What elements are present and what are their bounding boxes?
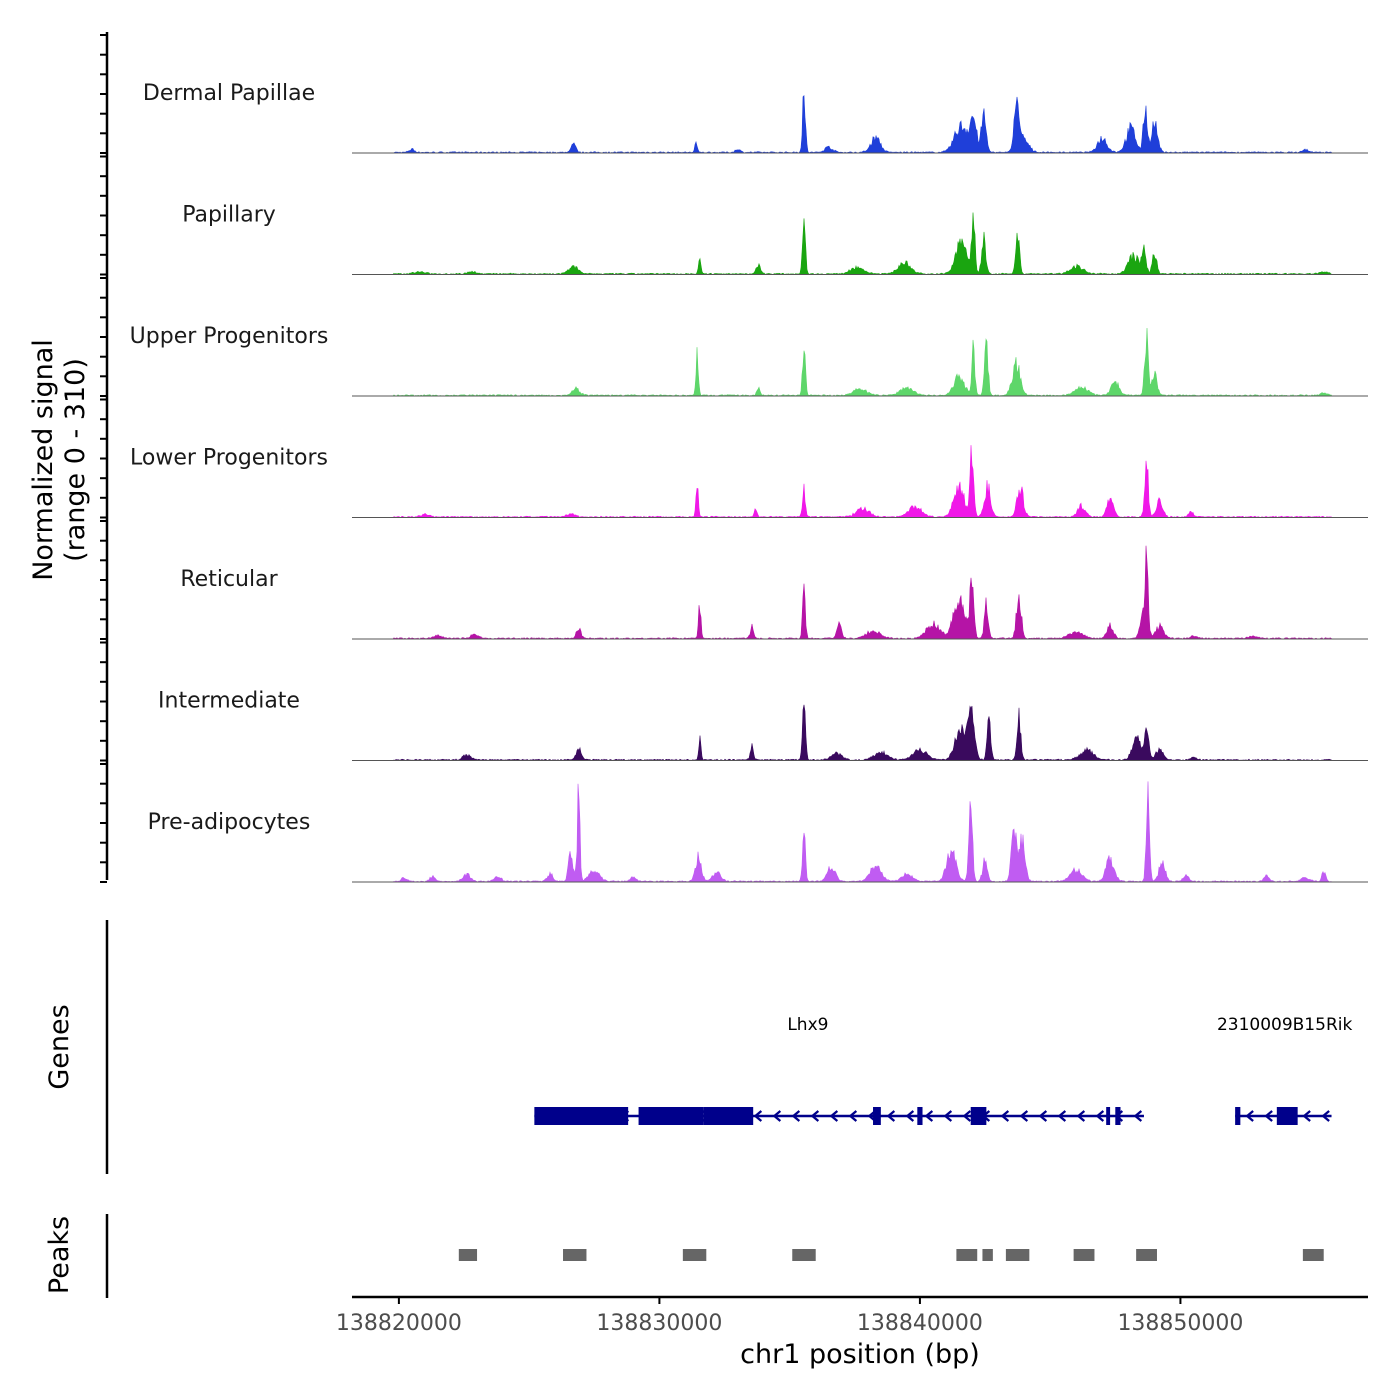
x-tick-label: 138840000: [857, 1311, 983, 1336]
peak-region: [792, 1249, 816, 1261]
gene-exon: [1106, 1107, 1111, 1125]
track-label: Upper Progenitors: [130, 324, 329, 349]
strand-arrow: [1133, 1110, 1143, 1122]
peak-region: [1005, 1249, 1030, 1261]
strand-arrow: [1038, 1110, 1048, 1122]
gene-exon: [917, 1107, 923, 1125]
gene-exon: [1235, 1107, 1241, 1125]
track-label: Dermal Papillae: [143, 81, 315, 106]
gene-exon: [1276, 1107, 1298, 1125]
strand-arrow: [810, 1110, 820, 1122]
gene-label: Lhx9: [787, 1015, 828, 1035]
strand-arrow: [943, 1110, 953, 1122]
gene-exon: [1115, 1107, 1121, 1125]
peak-region: [1073, 1249, 1095, 1261]
peak-region: [956, 1249, 978, 1261]
gene-lhx9: Lhx9: [534, 1015, 1144, 1125]
gene-label: 2310009B15Rik: [1217, 1015, 1353, 1035]
track-label: Papillary: [182, 203, 276, 228]
peaks-track-label: Peaks: [44, 1216, 75, 1294]
strand-arrow: [829, 1110, 839, 1122]
peak-region: [458, 1249, 478, 1261]
track-reticular: Reticular: [180, 545, 1368, 640]
y-axis-title-line1: Normalized signal: [28, 339, 59, 581]
strand-arrow: [772, 1110, 782, 1122]
signal-area: [392, 327, 1333, 397]
strand-arrow: [886, 1110, 896, 1122]
strand-arrow: [962, 1110, 972, 1122]
signal-area: [392, 781, 1333, 883]
signal-area: [392, 704, 1333, 761]
y-axis-title-line2: (range 0 - 310): [60, 358, 91, 562]
strand-arrow: [1095, 1110, 1105, 1122]
track-label: Intermediate: [158, 689, 300, 714]
track-dermal-papillae: Dermal Papillae: [143, 81, 1368, 154]
gene-exon: [970, 1107, 987, 1125]
peak-region: [682, 1249, 707, 1261]
track-label: Lower Progenitors: [130, 446, 328, 471]
strand-arrow: [753, 1110, 763, 1122]
track-papillary: Papillary: [182, 203, 1368, 275]
gene-exon: [638, 1107, 704, 1125]
peak-region: [982, 1249, 993, 1261]
x-tick-label: 138820000: [336, 1311, 462, 1336]
gene-exon: [534, 1107, 629, 1125]
strand-arrow: [1057, 1110, 1067, 1122]
strand-arrow: [1000, 1110, 1010, 1122]
signal-area: [392, 212, 1334, 275]
strand-arrow: [1321, 1110, 1330, 1122]
signal-y-axis: [100, 32, 109, 883]
gene-exon: [703, 1107, 754, 1125]
gene-exon: [873, 1107, 881, 1125]
strand-arrow: [1245, 1110, 1254, 1122]
signal-area: [392, 545, 1333, 640]
track-pre-adipocytes: Pre-adipocytes: [148, 781, 1368, 883]
peak-region: [1136, 1249, 1157, 1261]
peak-region: [563, 1249, 587, 1261]
strand-arrow: [1076, 1110, 1086, 1122]
gene-2310009b15rik: 2310009B15Rik: [1217, 1015, 1353, 1125]
genes-track-label: Genes: [44, 1004, 75, 1089]
strand-arrow: [1019, 1110, 1029, 1122]
signal-tracks: Dermal Papillae Papillary Upper Progenitor…: [130, 81, 1368, 883]
track-upper-progenitors: Upper Progenitors: [130, 324, 1368, 397]
signal-area: [392, 95, 1333, 154]
strand-arrow: [1302, 1110, 1311, 1122]
gene-annotations: Lhx9 2310009B15Rik: [534, 1015, 1352, 1125]
strand-arrow: [791, 1110, 801, 1122]
track-lower-progenitors: Lower Progenitors: [130, 445, 1368, 518]
peak-region: [1302, 1249, 1324, 1261]
strand-arrow: [848, 1110, 858, 1122]
peak-regions: [458, 1249, 1324, 1261]
track-label: Pre-adipocytes: [148, 810, 311, 835]
strand-arrow: [1264, 1110, 1273, 1122]
x-tick-label: 138830000: [596, 1311, 722, 1336]
track-intermediate: Intermediate: [158, 689, 1368, 761]
strand-arrow: [905, 1110, 915, 1122]
x-axis-ticks: 138820000 138830000 138840000 138850000: [336, 1297, 1243, 1336]
x-tick-label: 138850000: [1117, 1311, 1243, 1336]
signal-area: [392, 445, 1333, 518]
x-axis-title: chr1 position (bp): [740, 1339, 980, 1370]
track-label: Reticular: [180, 567, 278, 592]
strand-arrow: [924, 1110, 934, 1122]
